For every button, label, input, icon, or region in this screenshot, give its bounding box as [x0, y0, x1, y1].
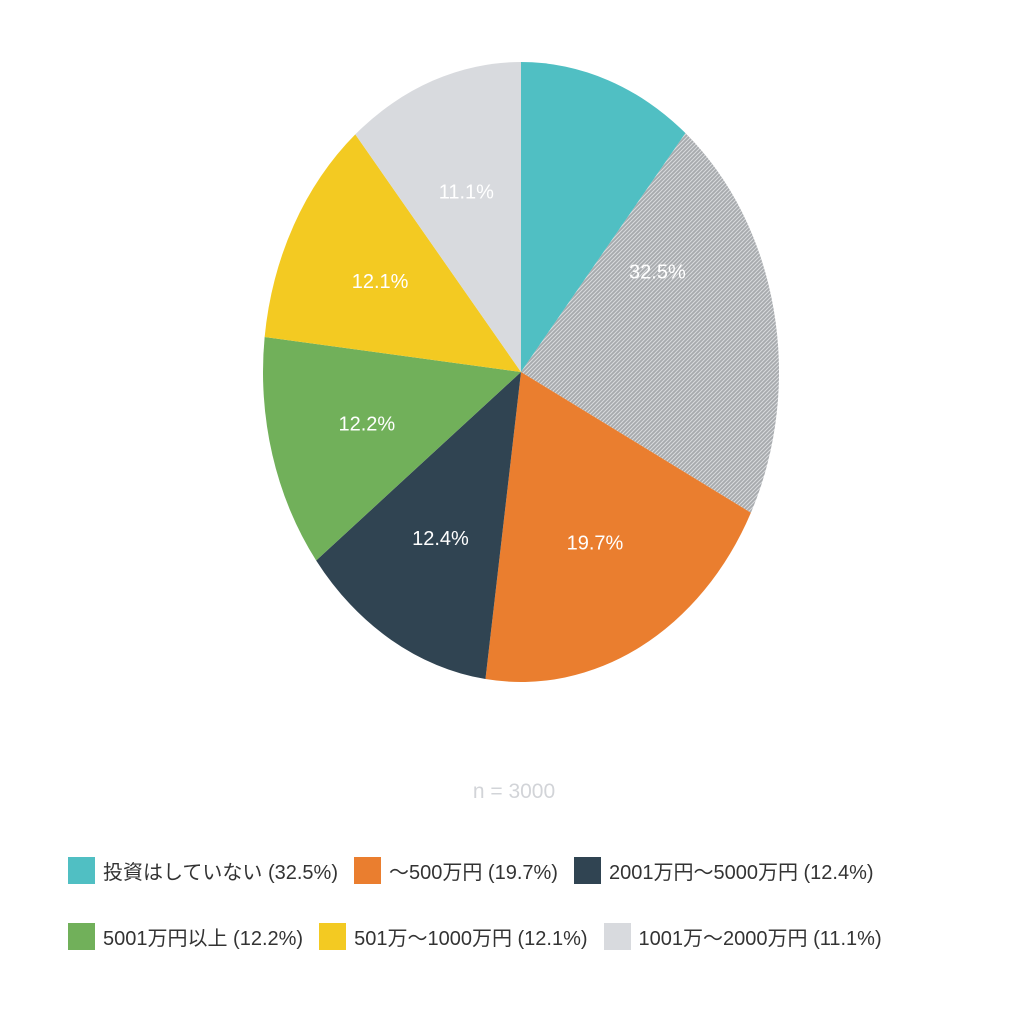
- pie-slice-no-investment[interactable]: [521, 62, 686, 372]
- legend-swatch-no-investment: [68, 856, 95, 884]
- legend-swatch-up-to-500: [354, 856, 381, 884]
- legend: 投資はしていない (32.5%) 〜500万円 (19.7%) 2001万円〜5…: [68, 852, 988, 984]
- legend-label: 〜500万円 (19.7%): [389, 861, 558, 884]
- slice-value-label: 32.5%: [629, 262, 686, 284]
- legend-item-2001-5000[interactable]: 2001万円〜5000万円 (12.4%): [573, 856, 874, 885]
- legend-label: 2001万円〜5000万円 (12.4%): [608, 861, 874, 884]
- pie-plot-area: 32.5% 19.7% 12.4% 12.2% 12.1% 11.1%: [263, 61, 779, 682]
- legend-label: 5001万円以上 (12.2%): [103, 927, 304, 950]
- pie-slice-1001-2000[interactable]: [355, 61, 521, 372]
- legend-label: 501万〜1000万円 (12.1%): [354, 927, 588, 950]
- pie-slice-5001-plus[interactable]: [263, 337, 521, 561]
- legend-row-1: 投資はしていない (32.5%) 〜500万円 (19.7%) 2001万円〜5…: [68, 852, 988, 888]
- sample-size-label: n = 3000: [472, 780, 556, 803]
- legend-swatch-2001-5000: [573, 856, 601, 884]
- legend-item-501-1000[interactable]: 501万〜1000万円 (12.1%): [319, 922, 588, 951]
- legend-item-up-to-500[interactable]: 〜500万円 (19.7%): [354, 856, 558, 885]
- slice-value-label: 12.1%: [352, 271, 409, 293]
- legend-label: 1001万〜2000万円 (11.1%): [638, 927, 882, 950]
- slice-value-label: 12.2%: [338, 413, 395, 435]
- legend-label: 投資はしていない (32.5%): [103, 861, 338, 884]
- legend-item-no-investment[interactable]: 投資はしていない (32.5%): [68, 856, 338, 885]
- pie-slice-up-to-500[interactable]: [485, 372, 751, 682]
- legend-swatch-5001-plus: [68, 922, 95, 950]
- pie-slice-501-1000[interactable]: [264, 134, 521, 372]
- legend-item-1001-2000[interactable]: 1001万〜2000万円 (11.1%): [603, 922, 882, 951]
- slice-value-label: 19.7%: [567, 532, 624, 554]
- legend-item-5001-plus[interactable]: 5001万円以上 (12.2%): [68, 922, 303, 951]
- legend-swatch-1001-2000: [603, 922, 631, 950]
- legend-row-2: 5001万円以上 (12.2%) 501万〜1000万円 (12.1%) 100…: [68, 918, 988, 954]
- legend-swatch-501-1000: [319, 922, 347, 950]
- slice-value-label: 12.4%: [412, 528, 469, 550]
- pie-slice-no-investment-hatched[interactable]: [521, 133, 779, 513]
- slice-value-label: 11.1%: [439, 181, 494, 203]
- pie-slice-2001-5000[interactable]: [316, 372, 521, 680]
